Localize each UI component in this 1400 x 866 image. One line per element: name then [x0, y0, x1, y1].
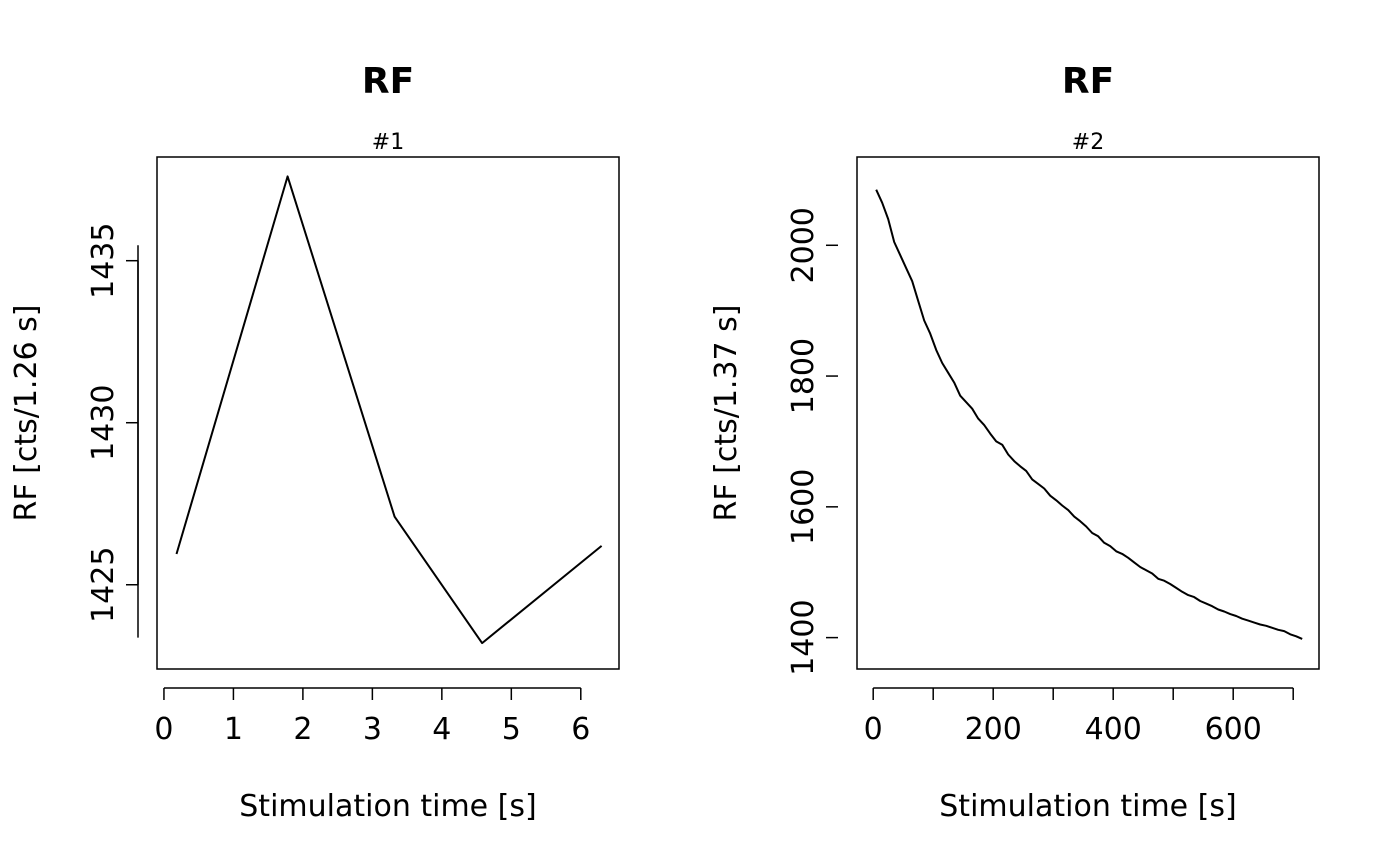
- x-tick-label-2: 0: [864, 712, 883, 747]
- x-tick-label-1: 2: [293, 712, 312, 747]
- y-tick-label-2: 1600: [786, 469, 821, 545]
- x-tick-label-1: 0: [154, 712, 173, 747]
- y-tick-label-1: 1430: [86, 385, 121, 461]
- y-tick-label-1: 1425: [86, 547, 121, 623]
- y-tick-label-2: 1800: [786, 338, 821, 414]
- x-tick-label-2: 400: [1085, 712, 1142, 747]
- y-tick-label-2: 2000: [786, 207, 821, 283]
- x-axis-label-2: Stimulation time [s]: [939, 789, 1236, 824]
- data-line-1: [175, 175, 603, 645]
- chart-title-2: RF: [1062, 61, 1114, 102]
- chart-subtitle-2: #2: [1072, 130, 1104, 155]
- x-tick-label-2: 200: [965, 712, 1022, 747]
- x-axis-label-1: Stimulation time [s]: [239, 789, 536, 824]
- y-axis-label-2: RF [cts/1.37 s]: [709, 304, 744, 521]
- chart-title-1: RF: [362, 61, 414, 102]
- y-axis-label-1: RF [cts/1.26 s]: [9, 304, 44, 521]
- y-tick-label-1: 1435: [86, 223, 121, 299]
- x-tick-label-1: 3: [363, 712, 382, 747]
- x-tick-label-1: 4: [432, 712, 451, 747]
- y-tick-label-2: 1400: [786, 599, 821, 675]
- x-tick-label-1: 6: [571, 712, 590, 747]
- x-tick-label-2: 600: [1205, 712, 1262, 747]
- plot-frame-2: [856, 156, 1320, 670]
- plot-frame-1: [156, 156, 620, 670]
- chart-subtitle-1: #1: [372, 130, 404, 155]
- x-tick-label-1: 5: [502, 712, 521, 747]
- data-line-2: [875, 189, 1303, 640]
- x-tick-label-1: 1: [224, 712, 243, 747]
